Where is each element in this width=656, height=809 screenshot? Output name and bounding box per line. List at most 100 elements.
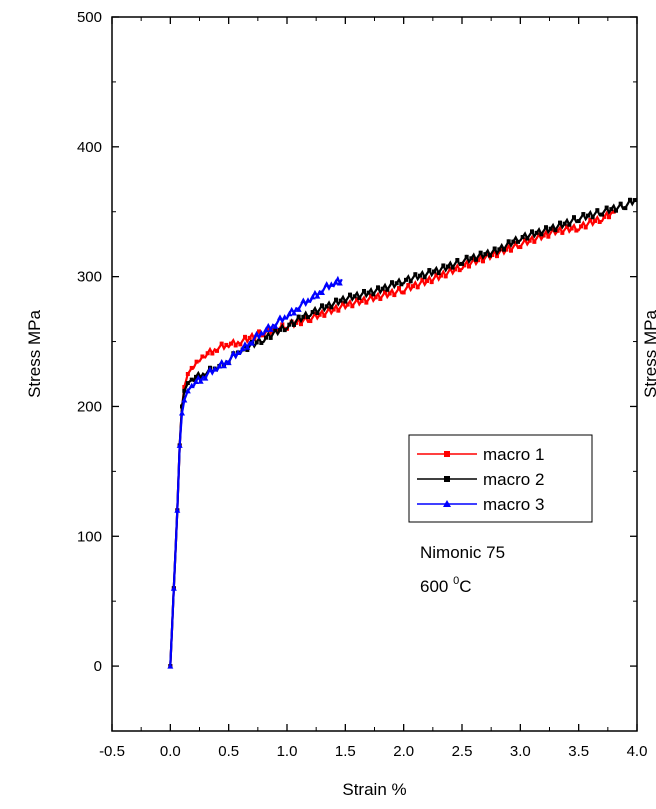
- data-point: [590, 215, 595, 220]
- legend-item: macro 3: [417, 495, 544, 514]
- data-point: [385, 287, 390, 292]
- data-point: [181, 396, 188, 403]
- data-point: [327, 306, 331, 311]
- data-point: [369, 293, 373, 298]
- data-point: [291, 309, 297, 316]
- data-point: [253, 330, 260, 337]
- data-point: [292, 322, 296, 327]
- data-point: [373, 295, 378, 300]
- data-point: [576, 219, 581, 224]
- data-point: [305, 297, 311, 303]
- data-point: [296, 314, 301, 319]
- data-point: [366, 290, 371, 295]
- data-point: [422, 275, 427, 280]
- legend-label: macro 1: [483, 445, 544, 464]
- data-point: [441, 263, 446, 268]
- data-point: [415, 285, 420, 290]
- data-point: [323, 281, 330, 287]
- x-tick-label: -0.5: [99, 743, 125, 760]
- data-point: [600, 212, 604, 217]
- data-point: [317, 312, 322, 317]
- legend-item: macro 1: [417, 445, 544, 464]
- x-tick-label: 1.0: [277, 743, 298, 760]
- data-point: [609, 207, 614, 212]
- data-point: [310, 310, 315, 315]
- data-point: [464, 254, 469, 259]
- data-point: [555, 228, 560, 233]
- data-point: [432, 269, 436, 274]
- data-point: [273, 327, 278, 332]
- data-point: [258, 329, 265, 336]
- data-point: [399, 282, 404, 287]
- data-point: [185, 372, 190, 376]
- data-point: [287, 322, 292, 327]
- data-point: [604, 205, 609, 210]
- data-point: [185, 381, 190, 386]
- data-point: [322, 313, 327, 318]
- data-point: [455, 258, 460, 263]
- plot-frame: [111, 16, 638, 732]
- data-point: [413, 272, 418, 277]
- data-point: [390, 280, 394, 285]
- data-point: [278, 327, 282, 332]
- data-point: [268, 335, 273, 340]
- data-point: [593, 218, 597, 223]
- data-point: [267, 326, 274, 332]
- data-point: [263, 326, 269, 333]
- data-point: [306, 315, 310, 320]
- data-point: [406, 283, 411, 288]
- data-point: [225, 359, 232, 366]
- y-tick-label: 400: [77, 139, 102, 156]
- data-point: [569, 226, 574, 231]
- data-point: [167, 663, 174, 669]
- data-point: [314, 293, 321, 299]
- data-point: [448, 266, 453, 271]
- data-point: [247, 335, 252, 340]
- data-point: [188, 382, 195, 389]
- data-point: [586, 213, 590, 218]
- data-point: [328, 281, 335, 287]
- data-point: [207, 366, 213, 372]
- y-tick-label: 300: [77, 269, 102, 286]
- data-point: [362, 289, 366, 294]
- data-point: [434, 272, 439, 277]
- data-point: [427, 268, 432, 273]
- data-point: [345, 302, 350, 307]
- legend-item: macro 2: [417, 470, 544, 489]
- data-point: [235, 349, 241, 355]
- data-point: [338, 298, 343, 303]
- temperature-value: 600: [420, 577, 453, 596]
- data-point: [254, 340, 259, 345]
- data-point: [281, 314, 288, 320]
- data-point: [490, 253, 495, 257]
- temperature-superscript: 0: [453, 575, 459, 587]
- data-point: [481, 259, 485, 264]
- data-point: [469, 256, 474, 261]
- data-point: [618, 201, 623, 206]
- data-point: [243, 334, 247, 339]
- data-point: [436, 271, 441, 276]
- data-point: [350, 304, 355, 309]
- data-point: [387, 291, 392, 296]
- data-point: [623, 206, 628, 211]
- data-point: [516, 239, 520, 244]
- data-point: [376, 285, 380, 290]
- temperature-annotation: 600 0C: [420, 575, 472, 596]
- data-point: [286, 310, 293, 317]
- data-point: [474, 257, 478, 262]
- series-macro-2: [168, 197, 638, 669]
- data-point: [492, 246, 497, 251]
- data-point: [383, 289, 387, 294]
- series-line: [169, 275, 343, 667]
- data-point: [567, 222, 572, 227]
- data-point: [205, 351, 210, 356]
- data-point: [301, 314, 306, 319]
- data-point: [359, 298, 364, 303]
- x-tick-label: 4.0: [627, 743, 648, 760]
- data-point: [506, 239, 511, 244]
- data-point: [308, 319, 313, 324]
- data-point: [200, 354, 205, 359]
- data-point: [184, 387, 191, 394]
- x-tick-label: 1.5: [335, 743, 356, 760]
